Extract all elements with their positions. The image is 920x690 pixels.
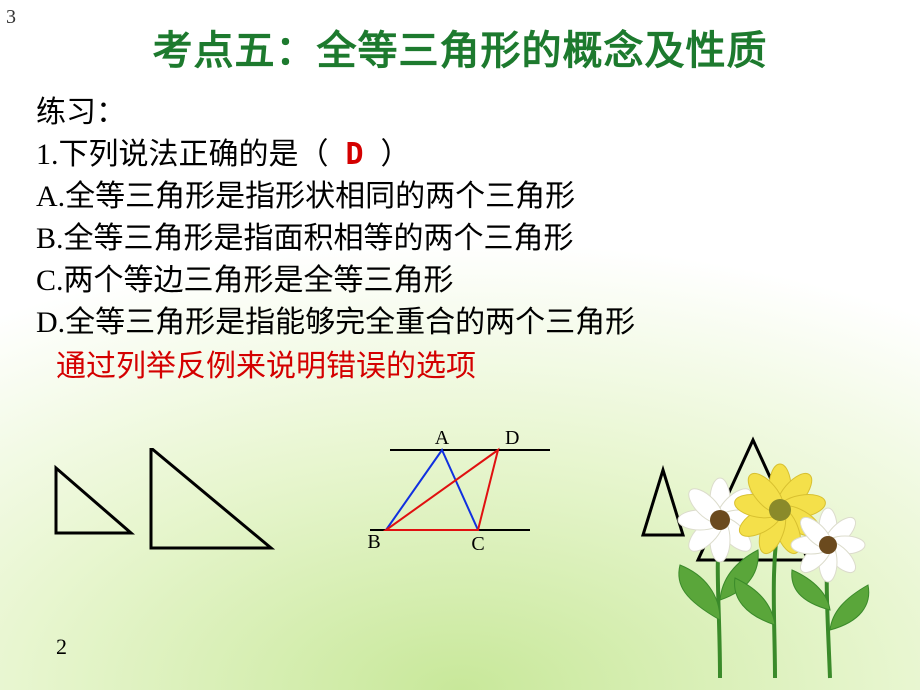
- fig2-blue-triangle: [386, 450, 478, 530]
- slide-title: 考点五：全等三角形的概念及性质: [0, 18, 920, 76]
- question-stem-post: ）: [381, 138, 411, 171]
- option-A: A.全等三角形是指形状相同的两个三角形: [36, 176, 635, 218]
- option-D: D.全等三角形是指能够完全重合的两个三角形: [36, 302, 635, 344]
- figure-group-1: [36, 448, 286, 568]
- fig2-label-D: D: [505, 430, 519, 449]
- option-C: C.两个等边三角形是全等三角形: [36, 260, 635, 302]
- fig2-label-C: C: [471, 533, 484, 555]
- flower-3: [791, 508, 865, 582]
- figure-group-2: A D B C: [350, 430, 570, 560]
- question-stem-pre: 1.下列说法正确的是（: [36, 138, 329, 171]
- fig1-large-right-triangle: [151, 448, 271, 548]
- page-number-bottom: 2: [56, 634, 67, 660]
- fig2-label-A: A: [435, 430, 450, 449]
- question-stem: 1.下列说法正确的是（D）: [36, 134, 635, 176]
- exercise-block: 练习： 1.下列说法正确的是（D） A.全等三角形是指形状相同的两个三角形 B.…: [36, 92, 635, 388]
- answer-letter: D: [329, 134, 381, 176]
- fig1-small-right-triangle: [56, 468, 131, 533]
- hint-text: 通过列举反例来说明错误的选项: [56, 346, 635, 388]
- flower-decoration: [660, 450, 900, 680]
- fig2-red-triangle: [386, 450, 498, 530]
- exercise-label: 练习：: [36, 92, 635, 134]
- fig2-label-B: B: [367, 531, 380, 553]
- option-B: B.全等三角形是指面积相等的两个三角形: [36, 218, 635, 260]
